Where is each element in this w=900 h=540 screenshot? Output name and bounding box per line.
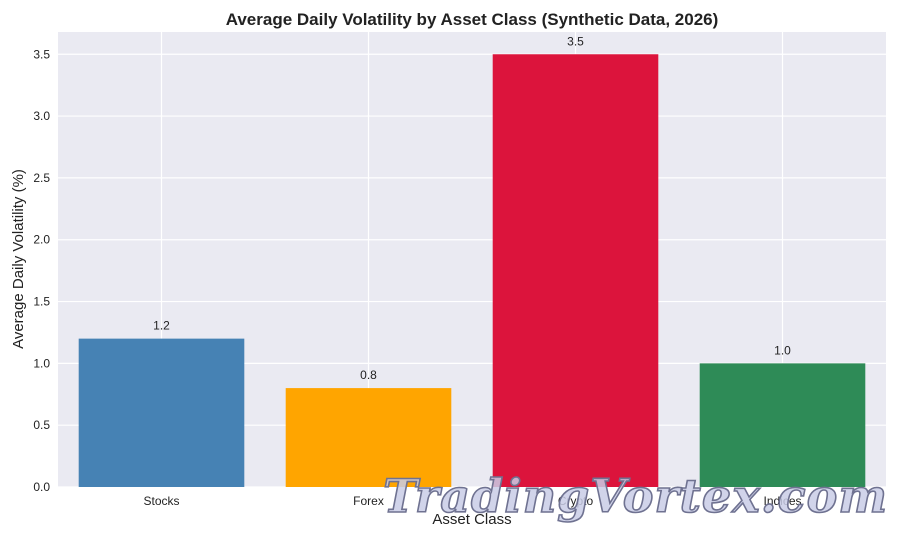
data-label: 1.0 bbox=[774, 343, 791, 357]
y-axis-label: Average Daily Volatility (%) bbox=[10, 169, 27, 349]
bar-forex bbox=[285, 388, 452, 487]
y-tick-label: 0.5 bbox=[33, 418, 50, 432]
x-tick-label: Crypto bbox=[558, 494, 594, 508]
y-tick-labels: 0.0 0.5 1.0 1.5 2.0 2.5 3.0 3.5 bbox=[33, 47, 50, 494]
y-tick-label: 1.0 bbox=[33, 356, 50, 370]
y-tick-label: 0.0 bbox=[33, 480, 50, 494]
y-tick-label: 2.5 bbox=[33, 171, 50, 185]
watermark-logo: TradingVortex.com bbox=[383, 469, 888, 523]
data-labels: 1.2 0.8 3.5 1.0 bbox=[153, 34, 791, 382]
y-tick-label: 3.5 bbox=[33, 47, 50, 61]
bar-stocks bbox=[78, 338, 245, 487]
y-tick-label: 2.0 bbox=[33, 233, 50, 247]
y-tick-label: 3.0 bbox=[33, 109, 50, 123]
bars bbox=[78, 54, 866, 488]
bar-indices bbox=[699, 363, 866, 487]
bar-crypto bbox=[492, 54, 659, 488]
y-tick-label: 1.5 bbox=[33, 295, 50, 309]
x-axis-label: Asset Class bbox=[432, 511, 511, 528]
data-label: 3.5 bbox=[567, 34, 584, 48]
x-tick-label: Indices bbox=[763, 494, 801, 508]
data-label: 1.2 bbox=[153, 319, 170, 333]
x-tick-label: Forex bbox=[353, 494, 384, 508]
x-tick-label: Stocks bbox=[143, 494, 179, 508]
data-label: 0.8 bbox=[360, 368, 377, 382]
chart-title: Average Daily Volatility by Asset Class … bbox=[226, 10, 719, 29]
x-tick-labels: Stocks Forex Crypto Indices bbox=[143, 494, 801, 508]
